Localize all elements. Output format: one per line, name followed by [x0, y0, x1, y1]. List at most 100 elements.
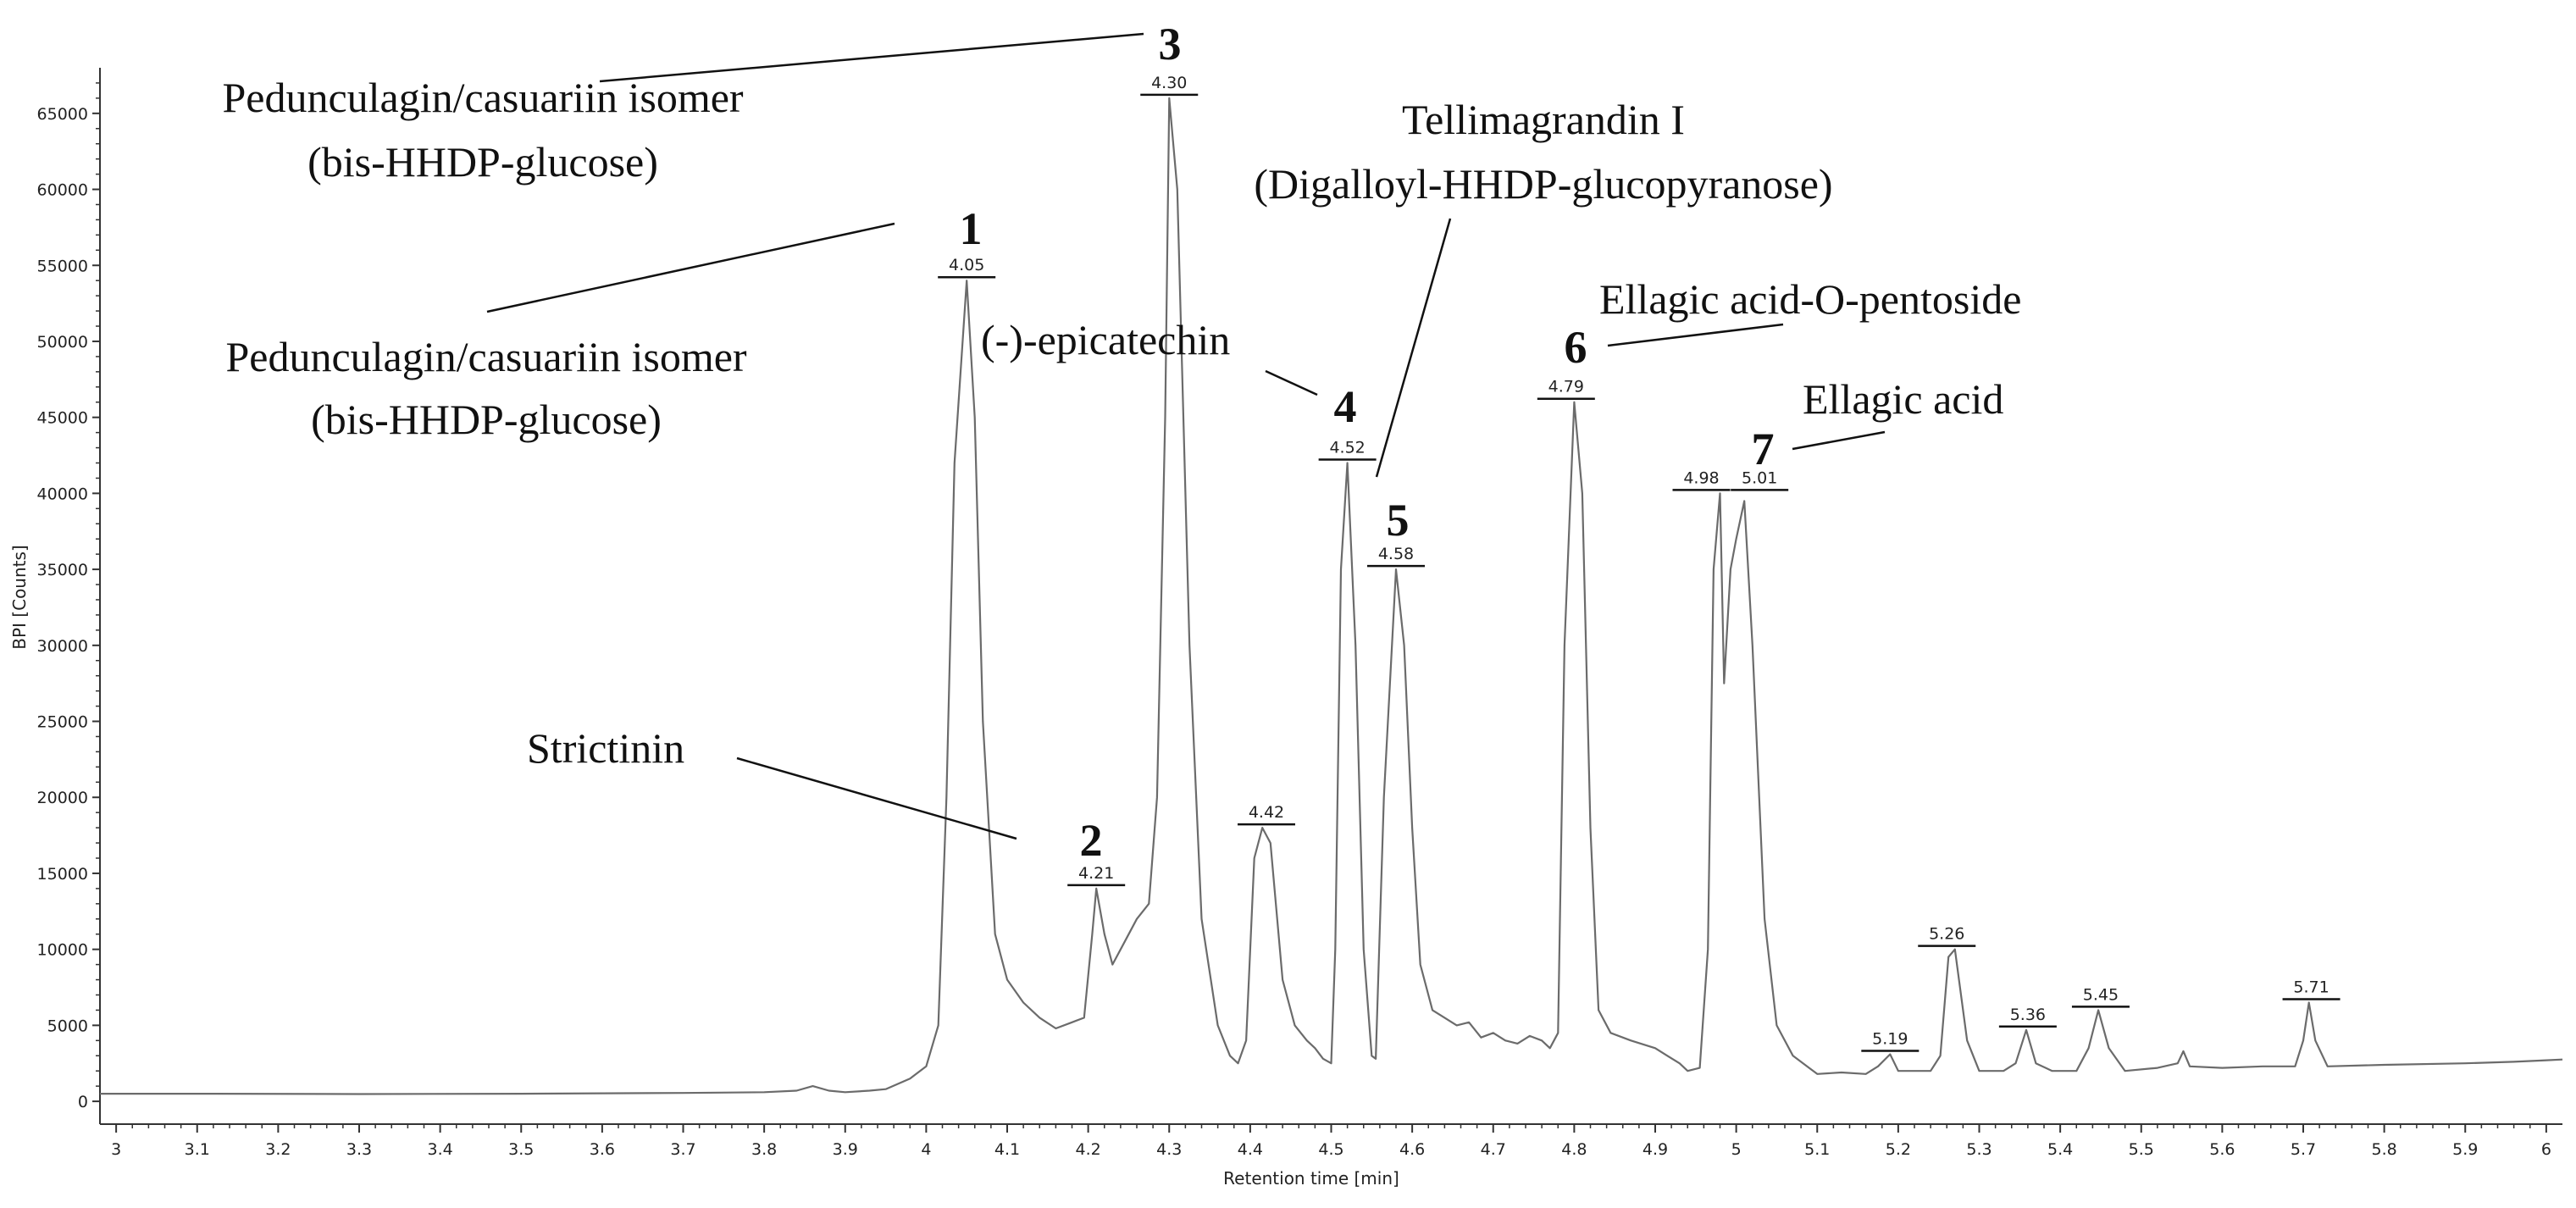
x-tick-label: 4.5 [1318, 1140, 1343, 1159]
y-tick-label: 50000 [37, 333, 88, 352]
rt-label-text: 4.21 [1078, 864, 1114, 883]
axes [99, 68, 2562, 1125]
x-axis-ticks: 3 3.1 3.2 3.3 3.4 3.5 3.6 3.7 3.8 3.9 4 4.1 4.2 4.3 4.… [111, 1124, 2551, 1159]
x-tick-label: 5.4 [2047, 1140, 2073, 1159]
x-tick-label: 5.8 [2372, 1140, 2397, 1159]
peak-number-2: 2 [1080, 815, 1103, 866]
x-tick-label: 5 [1731, 1140, 1742, 1159]
annotation-peak6: Ellagic acid-O-pentoside [1599, 275, 2021, 323]
y-tick-label: 45000 [37, 409, 88, 428]
x-tick-label: 4.8 [1561, 1140, 1587, 1159]
rt-label-text: 5.01 [1742, 468, 1777, 487]
rt-label-4.05: 4.05 [938, 256, 996, 279]
rt-label-4.52: 4.52 [1318, 439, 1377, 461]
rt-label-text: 4.52 [1329, 439, 1365, 457]
peak-numbers: 1 2 3 4 5 6 7 [960, 19, 1775, 866]
x-tick-label: 3.7 [670, 1140, 695, 1159]
annotation-peak4: (-)-epicatechin [981, 316, 1230, 363]
x-tick-label: 5.5 [2129, 1140, 2154, 1159]
y-tick-label: 15000 [37, 865, 88, 884]
peak-number-5: 5 [1387, 495, 1410, 546]
rt-label-4.30: 4.30 [1140, 74, 1199, 97]
leader-line-peak6 [1607, 323, 1784, 347]
x-tick-label: 5.1 [1804, 1140, 1830, 1159]
annotation-peak1-line1: Pedunculagin/casuariin isomer [225, 333, 746, 380]
x-tick-label: 6 [2541, 1140, 2551, 1159]
rt-label-text: 5.26 [1929, 925, 1964, 944]
peak-number-7: 7 [1752, 424, 1775, 474]
leader-line-peak2 [736, 756, 1017, 840]
annotation-peak1-line2: (bis-HHDP-glucose) [311, 396, 662, 443]
leader-line-peak3 [599, 32, 1144, 83]
x-tick-label: 4.3 [1156, 1140, 1182, 1159]
y-axis-ticks: 0 5000 10000 15000 20000 25000 30000 35000 40000… [37, 82, 100, 1111]
x-tick-label: 5.7 [2291, 1140, 2316, 1159]
rt-label-5.71: 5.71 [2282, 978, 2341, 1000]
rt-label-4.21: 4.21 [1067, 864, 1126, 887]
rt-label-text: 5.36 [2010, 1006, 2046, 1024]
x-tick-label: 4.1 [994, 1140, 1020, 1159]
leader-line-peak4 [1265, 369, 1318, 396]
rt-label-5.45: 5.45 [2071, 985, 2130, 1008]
rt-label-text: 5.45 [2083, 985, 2119, 1004]
rt-label-5.36: 5.36 [1998, 1006, 2057, 1028]
y-tick-label: 20000 [37, 789, 88, 807]
peak-number-1: 1 [960, 203, 983, 254]
x-tick-label: 4.6 [1399, 1140, 1425, 1159]
x-tick-label: 3.2 [265, 1140, 291, 1159]
x-tick-label: 5.9 [2452, 1140, 2478, 1159]
annotation-peak5-line2: (Digalloyl-HHDP-glucopyranose) [1254, 160, 1832, 208]
rt-label-4.79: 4.79 [1537, 378, 1595, 400]
rt-label-5.19: 5.19 [1861, 1029, 1920, 1052]
leader-line-peak7 [1792, 430, 1886, 451]
x-tick-label: 3.6 [590, 1140, 615, 1159]
y-tick-label: 55000 [37, 257, 88, 275]
x-tick-label: 3.1 [185, 1140, 210, 1159]
leader-line-peak1 [486, 222, 895, 313]
y-tick-label: 35000 [37, 561, 88, 579]
annotation-peak7: Ellagic acid [1803, 375, 2003, 423]
x-tick-label: 3 [111, 1140, 121, 1159]
y-axis-title: BPI [Counts] [9, 545, 30, 649]
y-tick-label: 10000 [37, 941, 88, 960]
x-axis-title: Retention time [min] [1223, 1168, 1399, 1189]
x-tick-label: 4.2 [1076, 1140, 1101, 1159]
rt-label-text: 4.30 [1151, 74, 1187, 92]
x-tick-label: 3.5 [508, 1140, 534, 1159]
rt-label-4.42: 4.42 [1238, 803, 1295, 826]
rt-label-5.26: 5.26 [1918, 925, 1976, 947]
annotation-peak2: Strictinin [527, 724, 684, 772]
rt-label-text: 5.71 [2293, 978, 2329, 996]
annotation-leader-lines [486, 32, 1886, 840]
x-tick-label: 4.7 [1481, 1140, 1506, 1159]
x-tick-label: 3.8 [751, 1140, 777, 1159]
bpi-trace-line [100, 97, 2563, 1095]
y-tick-label: 25000 [37, 713, 88, 732]
rt-label-text: 4.05 [949, 256, 984, 274]
peak-number-4: 4 [1334, 381, 1357, 432]
peak-number-3: 3 [1159, 19, 1182, 69]
x-tick-label: 3.9 [833, 1140, 858, 1159]
rt-label-text: 4.98 [1683, 468, 1719, 487]
annotation-peak3-line2: (bis-HHDP-glucose) [307, 138, 658, 186]
annotation-peak3-line1: Pedunculagin/casuariin isomer [222, 74, 743, 121]
y-tick-label: 0 [78, 1093, 88, 1111]
x-tick-label: 3.3 [346, 1140, 372, 1159]
y-tick-label: 30000 [37, 637, 88, 656]
y-tick-label: 65000 [37, 105, 88, 124]
x-tick-label: 5.6 [2209, 1140, 2235, 1159]
x-tick-label: 4 [921, 1140, 931, 1159]
x-tick-label: 4.4 [1238, 1140, 1263, 1159]
rt-label-text: 4.58 [1378, 545, 1414, 563]
annotation-peak5-line1: Tellimagrandin I [1402, 96, 1685, 143]
y-tick-label: 40000 [37, 485, 88, 503]
rt-label-text: 5.19 [1872, 1029, 1908, 1048]
rt-label-text: 4.42 [1249, 803, 1284, 822]
retention-time-labels: 4.05 4.21 4.30 4.42 4.52 4.58 4.79 4.98 5.01 5.19… [938, 74, 2341, 1052]
compound-annotations: Pedunculagin/casuariin isomer (bis-HHDP-… [222, 74, 2021, 772]
y-tick-label: 60000 [37, 181, 88, 200]
x-tick-label: 5.2 [1886, 1140, 1911, 1159]
leader-line-peak5 [1375, 218, 1452, 478]
x-tick-label: 5.3 [1966, 1140, 1992, 1159]
